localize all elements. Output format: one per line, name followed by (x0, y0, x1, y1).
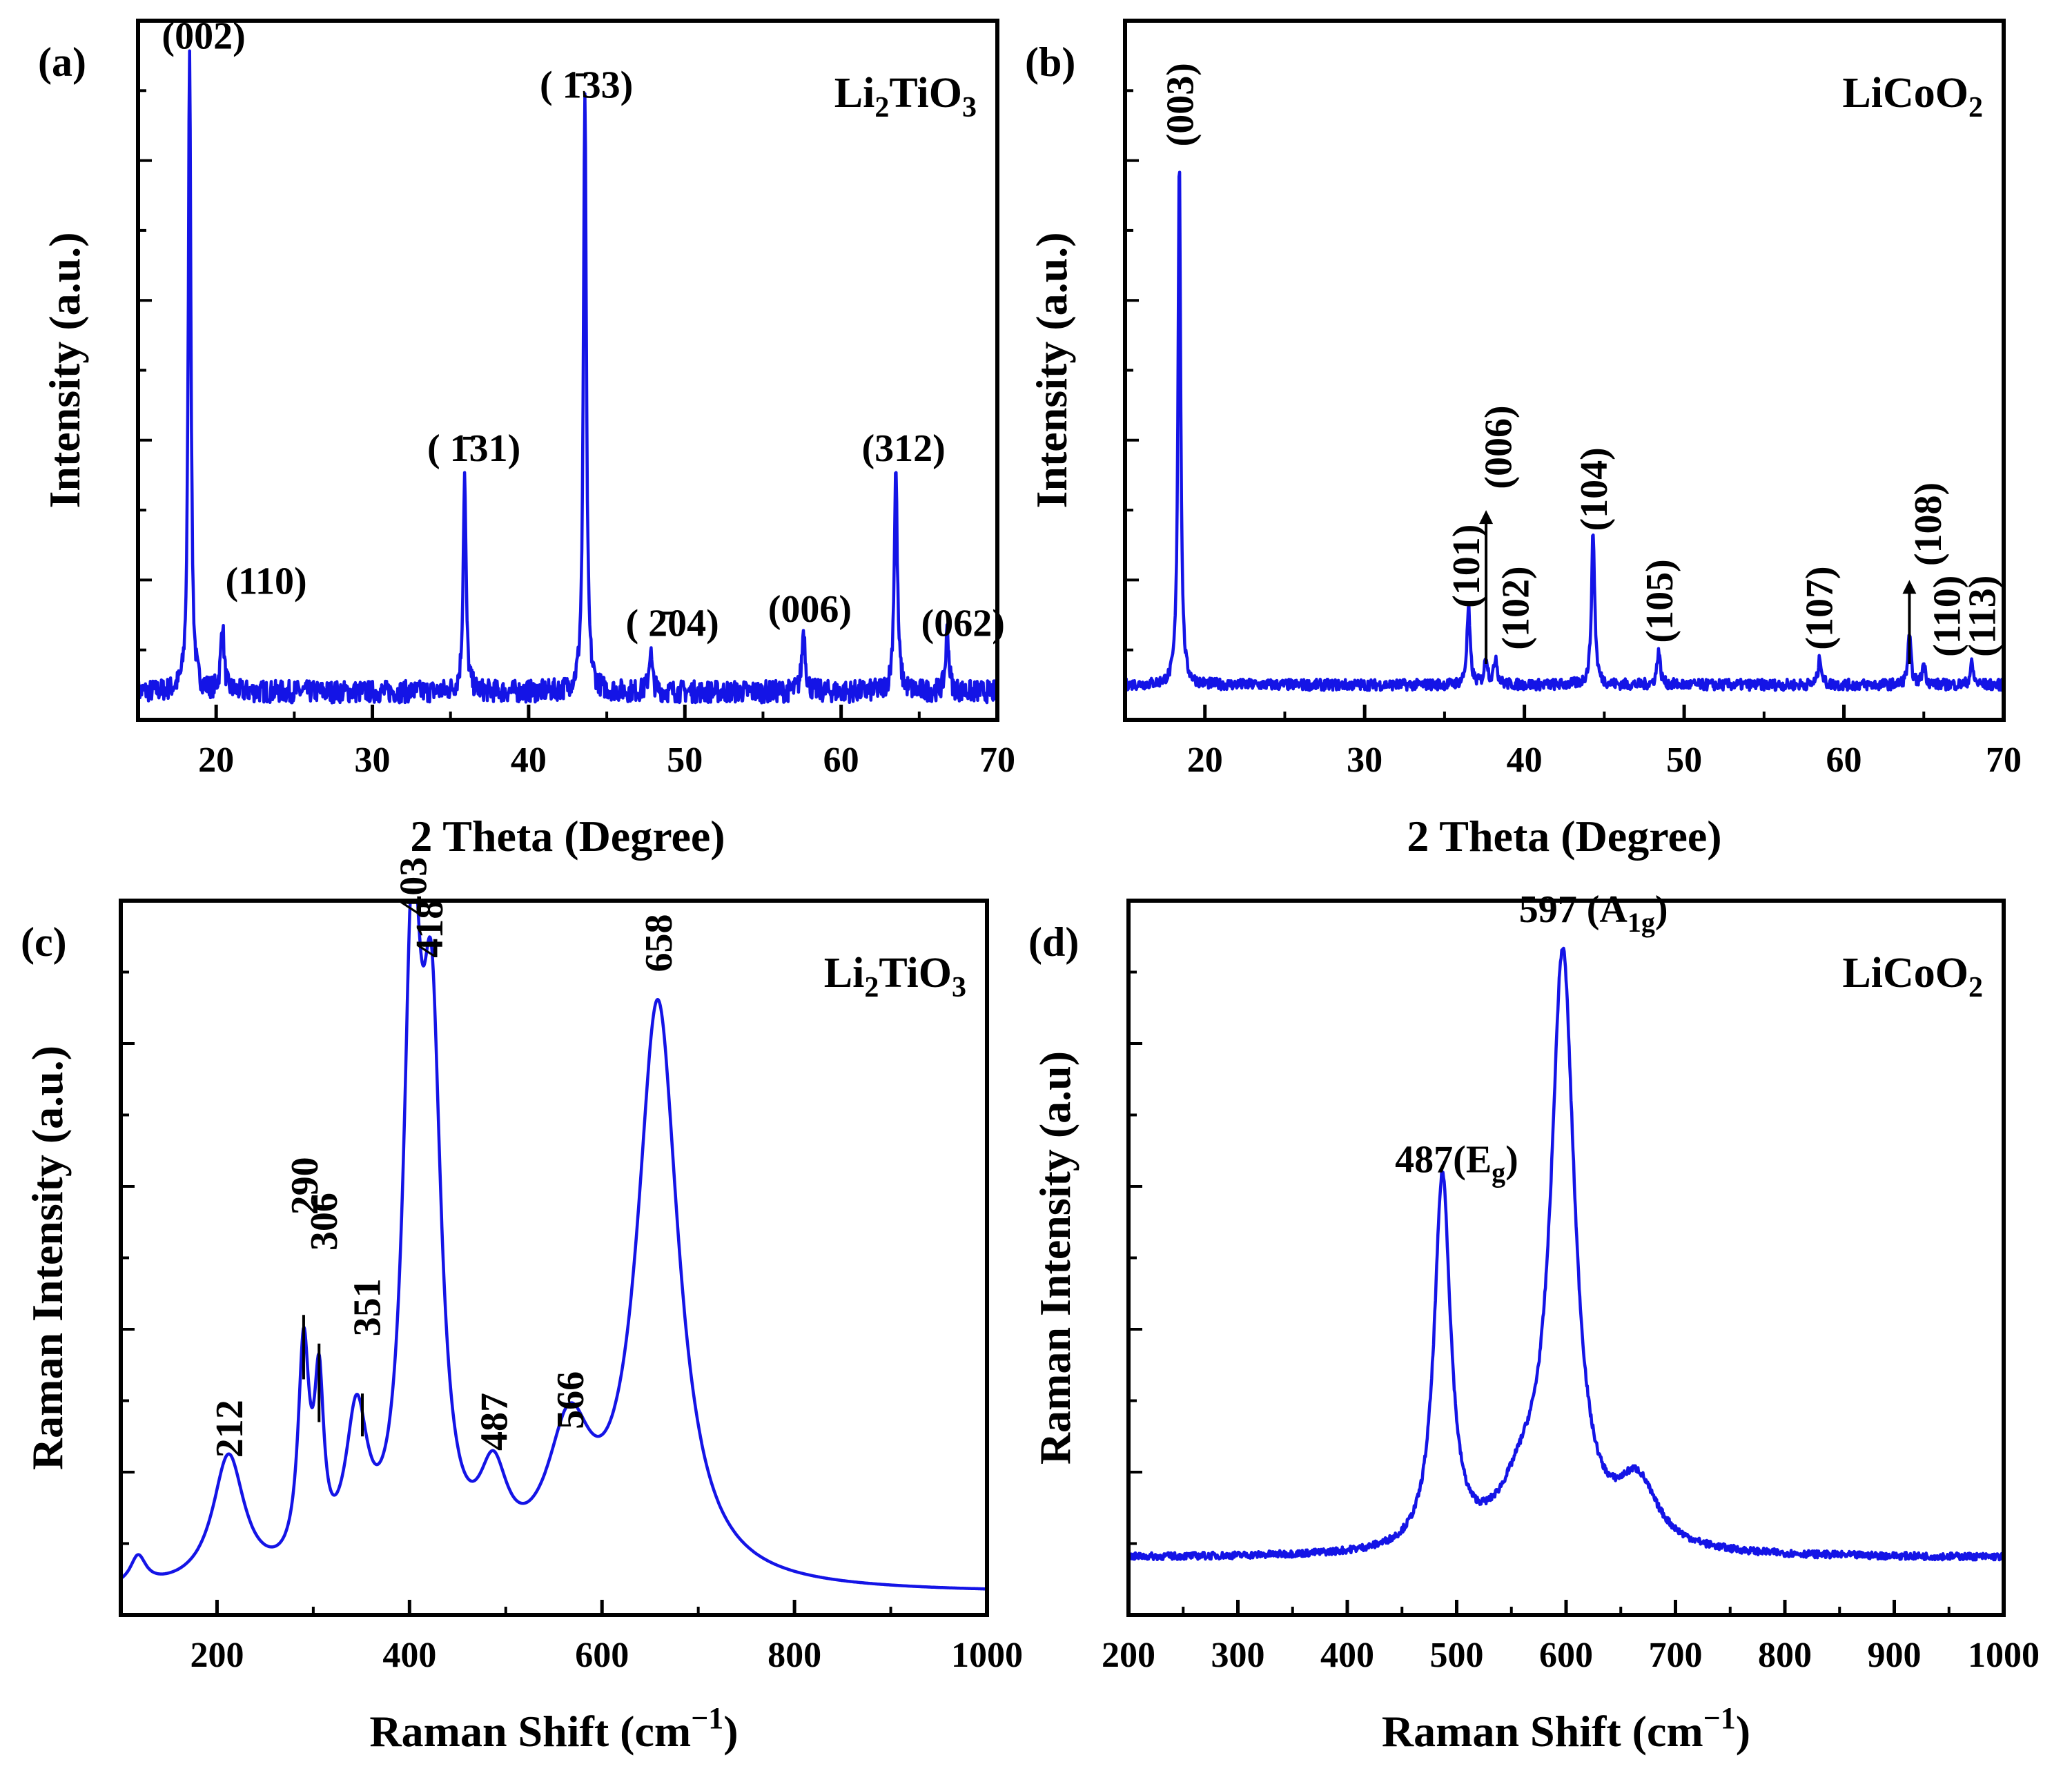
x-tick-label: 40 (511, 741, 547, 780)
x-tick-label: 300 (1211, 1636, 1265, 1675)
panel-1: 20 30 40 50 60 70 (b) LiCoO2 2 Theta (Degree) Int… (1025, 19, 2022, 861)
series-line (1123, 170, 2006, 692)
y-axis-label: Raman Intensity (a.u) (1030, 1051, 1079, 1465)
panel-label: (b) (1025, 39, 1075, 85)
compound-title: Li2TiO3 (834, 70, 977, 124)
x-tick-label: 400 (1320, 1636, 1374, 1675)
peak-label: (002) (162, 15, 245, 58)
x-tick-label: 70 (1986, 741, 2022, 780)
peak-label: (105) (1639, 559, 1681, 643)
compound-title: Li2TiO3 (824, 950, 966, 1003)
peak-label: (110) (226, 560, 307, 603)
peak-label: 658 (638, 914, 681, 972)
x-tick-label: 60 (1826, 741, 1862, 780)
peak-label: 403 (393, 857, 436, 915)
x-tick-label: 40 (1507, 741, 1543, 780)
peak-label: (108) (1907, 482, 1950, 566)
peak-label: (110) (1926, 576, 1969, 657)
y-axis-label: Intensity (a.u.) (40, 232, 89, 508)
x-tick-label: 1000 (1968, 1636, 2040, 1675)
peak-label: ( 2̄04) (626, 602, 719, 645)
peak-label: ( 1̄31) (427, 427, 520, 470)
plot-frame (119, 899, 989, 1617)
x-tick-label: 50 (667, 741, 703, 780)
x-tick-label: 900 (1868, 1636, 1922, 1675)
peak-label: 290 (284, 1157, 326, 1215)
y-axis-label: Raman Intensity (a.u.) (23, 1046, 72, 1470)
peak-label: 418 (409, 900, 451, 958)
peak-label: (101) (1445, 525, 1488, 608)
compound-title: LiCoO2 (1842, 70, 1983, 124)
x-tick-label: 20 (198, 741, 234, 780)
arrow-head (1479, 510, 1494, 525)
x-axis-label: 2 Theta (Degree) (1407, 812, 1721, 861)
x-tick-label: 30 (355, 741, 391, 780)
peak-label: 306 (303, 1193, 346, 1251)
compound-title: LiCoO2 (1842, 950, 1983, 1003)
x-tick-label: 400 (382, 1636, 436, 1675)
series-line (119, 899, 988, 1591)
peak-label: (006) (1477, 405, 1520, 489)
series-line (1126, 946, 2005, 1562)
peak-label: (107) (1799, 566, 1841, 649)
plot-frame (136, 19, 999, 722)
peak-label: (062) (921, 602, 1005, 645)
panel-label: (c) (21, 919, 67, 965)
peak-label: 487 (473, 1393, 516, 1451)
peak-label: (104) (1573, 447, 1616, 531)
peak-label: (113) (1962, 576, 2004, 657)
x-tick-label: 60 (823, 741, 859, 780)
peak-label: (312) (862, 427, 946, 470)
x-tick-label: 800 (768, 1636, 821, 1675)
panel-0: 20 30 40 50 60 70 (a) Li2TiO3 2 Theta (Degree) In… (38, 15, 1015, 861)
x-tick-label: 20 (1187, 741, 1223, 780)
panel-label: (d) (1028, 919, 1079, 965)
panel-2: 200 400 600 800 1000 (c) Li2TiO3 Raman Shift (c… (21, 857, 1023, 1756)
peak-label: 212 (208, 1400, 251, 1458)
x-tick-label: 600 (575, 1636, 629, 1675)
x-tick-label: 1000 (951, 1636, 1023, 1675)
x-axis-label: Raman Shift (cm−1) (1382, 1701, 1750, 1756)
x-tick-label: 30 (1347, 741, 1382, 780)
x-tick-label: 70 (979, 741, 1015, 780)
peak-label: ( 1̄33) (540, 63, 633, 106)
panel-label: (a) (38, 39, 86, 85)
peak-label: (003) (1160, 63, 1202, 146)
plot-frame (1123, 19, 2006, 722)
panel-3: 200 300 400 500 600 700 800 900 1000 (d) LiCoO2 Ram… (1028, 888, 2040, 1756)
peak-label: 351 (346, 1278, 389, 1336)
x-tick-label: 200 (1102, 1636, 1155, 1675)
x-tick-label: 500 (1430, 1636, 1484, 1675)
x-tick-label: 600 (1539, 1636, 1593, 1675)
series-line (136, 49, 999, 705)
y-axis-label: Intensity (a.u.) (1027, 232, 1076, 508)
peak-label: 487(Eg) (1395, 1138, 1518, 1188)
x-tick-label: 700 (1649, 1636, 1703, 1675)
peak-label: (006) (768, 588, 852, 631)
peak-label: 597 (A1g) (1519, 888, 1668, 938)
x-tick-label: 200 (190, 1636, 244, 1675)
x-axis-label: 2 Theta (Degree) (410, 812, 725, 861)
arrow-head (1902, 580, 1917, 594)
x-tick-label: 50 (1666, 741, 1702, 780)
x-tick-label: 800 (1758, 1636, 1812, 1675)
peak-label: 566 (549, 1371, 592, 1429)
x-axis-label: Raman Shift (cm−1) (369, 1701, 738, 1756)
peak-label: (102) (1495, 566, 1538, 649)
